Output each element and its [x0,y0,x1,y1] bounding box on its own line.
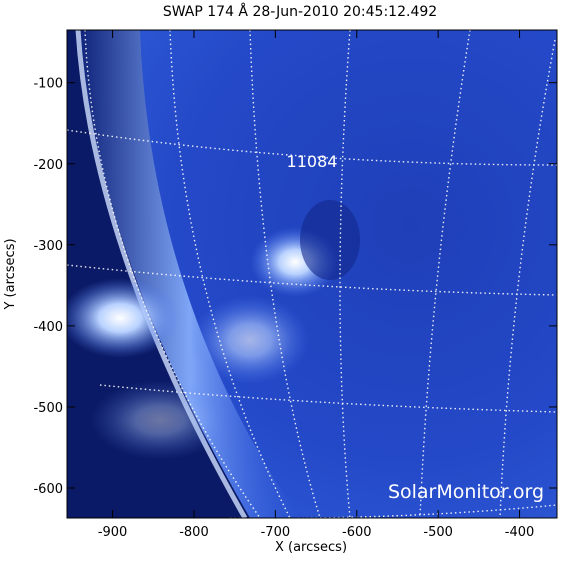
x-tick-label: -500 [423,525,453,540]
y-tick-label: -100 [33,77,63,92]
annotation: 11084 [287,152,338,171]
x-axis-label: X (arcsecs) [275,540,347,555]
plot-frame [66,29,558,519]
chart-title: SWAP 174 Å 28-Jun-2010 20:45:12.492 [163,3,437,20]
x-tick-label: -400 [505,525,535,540]
y-tick-label: -600 [33,482,63,497]
solar-image [67,30,557,518]
y-axis-label: Y (arcsecs) [3,238,18,310]
watermark: SolarMonitor.org [388,481,544,503]
x-tick-label: -700 [261,525,291,540]
x-tick-label: -600 [342,525,372,540]
y-tick-label: -400 [33,320,63,335]
y-tick-label: -300 [33,239,63,254]
x-tick-label: -900 [98,525,128,540]
y-tick-label: -200 [33,158,63,173]
y-tick-label: -500 [33,401,63,416]
x-tick-label: -800 [179,525,209,540]
